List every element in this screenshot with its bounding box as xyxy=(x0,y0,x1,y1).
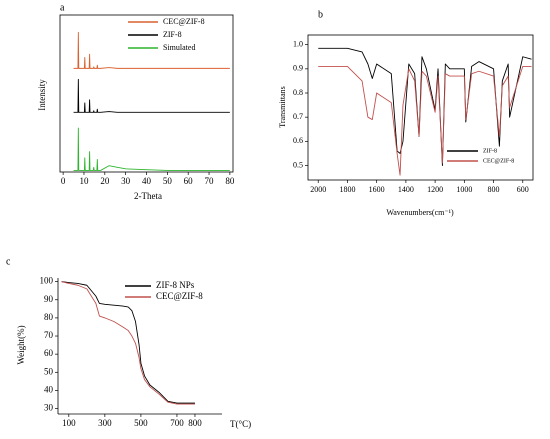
x-tick-label: 500 xyxy=(134,418,148,428)
y-tick-label: 60 xyxy=(44,348,54,358)
series-line xyxy=(73,127,230,171)
series-line xyxy=(73,78,230,113)
x-tick-label: 80 xyxy=(225,176,235,186)
x-tick-label: 1000 xyxy=(456,185,472,194)
legend-label: CEC@ZIF-8 xyxy=(483,158,514,164)
panel-label: a xyxy=(60,2,65,13)
x-tick-label: 800 xyxy=(488,185,500,194)
x-tick-label: 600 xyxy=(517,185,529,194)
series-line xyxy=(73,31,230,69)
x-tick-label: 300 xyxy=(98,418,112,428)
legend-label: CEC@ZIF-8 xyxy=(156,291,203,301)
x-tick-label: 100 xyxy=(62,418,76,428)
series-line xyxy=(318,47,532,166)
x-tick-label: 30 xyxy=(121,176,131,186)
y-tick-label: 80 xyxy=(44,312,54,322)
x-tick-label: 1200 xyxy=(427,185,443,194)
y-tick-label: 70 xyxy=(44,330,54,340)
legend-label: ZIF-8 xyxy=(483,148,497,154)
y-tick-label: 1.0 xyxy=(293,39,303,48)
y-tick-label: 0.8 xyxy=(293,88,303,97)
x-tick-label: 40 xyxy=(142,176,152,186)
y-tick-label: 40 xyxy=(44,384,54,394)
legend-label: CEC@ZIF-8 xyxy=(163,17,205,26)
y-axis-label: Weight(%) xyxy=(16,325,26,364)
y-tick-label: 100 xyxy=(40,276,54,286)
y-tick-label: 90 xyxy=(44,294,54,304)
x-axis-label: Wavenumbers(cm⁻¹) xyxy=(386,208,454,217)
legend-label: Simulated xyxy=(163,43,195,52)
x-axis-label: T(°C) xyxy=(230,419,251,429)
legend-label: ZIF-8 NPs xyxy=(156,280,195,290)
x-tick-label: 1400 xyxy=(398,185,414,194)
y-axis-label: Intensity xyxy=(37,79,47,111)
y-axis-label: Transmittans xyxy=(278,86,287,128)
x-tick-label: 10 xyxy=(79,176,89,186)
x-tick-label: 70 xyxy=(205,176,215,186)
series-line xyxy=(61,281,195,404)
series-line xyxy=(318,65,532,176)
x-tick-label: 2000 xyxy=(310,185,326,194)
panel-label: b xyxy=(318,9,323,20)
y-tick-label: 0.6 xyxy=(293,136,303,145)
x-tick-label: 50 xyxy=(163,176,173,186)
x-tick-label: 60 xyxy=(184,176,194,186)
y-tick-label: 30 xyxy=(44,403,54,413)
plot-frame xyxy=(59,14,234,173)
x-tick-label: 1600 xyxy=(369,185,385,194)
series-line xyxy=(61,281,195,405)
y-tick-label: 0.7 xyxy=(293,112,303,121)
y-tick-label: 0.9 xyxy=(293,64,303,73)
x-tick-label: 1800 xyxy=(339,185,355,194)
x-axis-label: 2-Theta xyxy=(134,191,162,201)
plot-frame xyxy=(307,34,534,181)
y-tick-label: 50 xyxy=(44,366,54,376)
x-tick-label: 800 xyxy=(188,418,202,428)
x-tick-label: 700 xyxy=(170,418,184,428)
legend-label: ZIF-8 xyxy=(163,30,182,39)
x-tick-label: 20 xyxy=(100,176,110,186)
panel-label: c xyxy=(6,256,11,267)
x-tick-label: 0 xyxy=(61,176,66,186)
y-tick-label: 0.5 xyxy=(293,160,303,169)
